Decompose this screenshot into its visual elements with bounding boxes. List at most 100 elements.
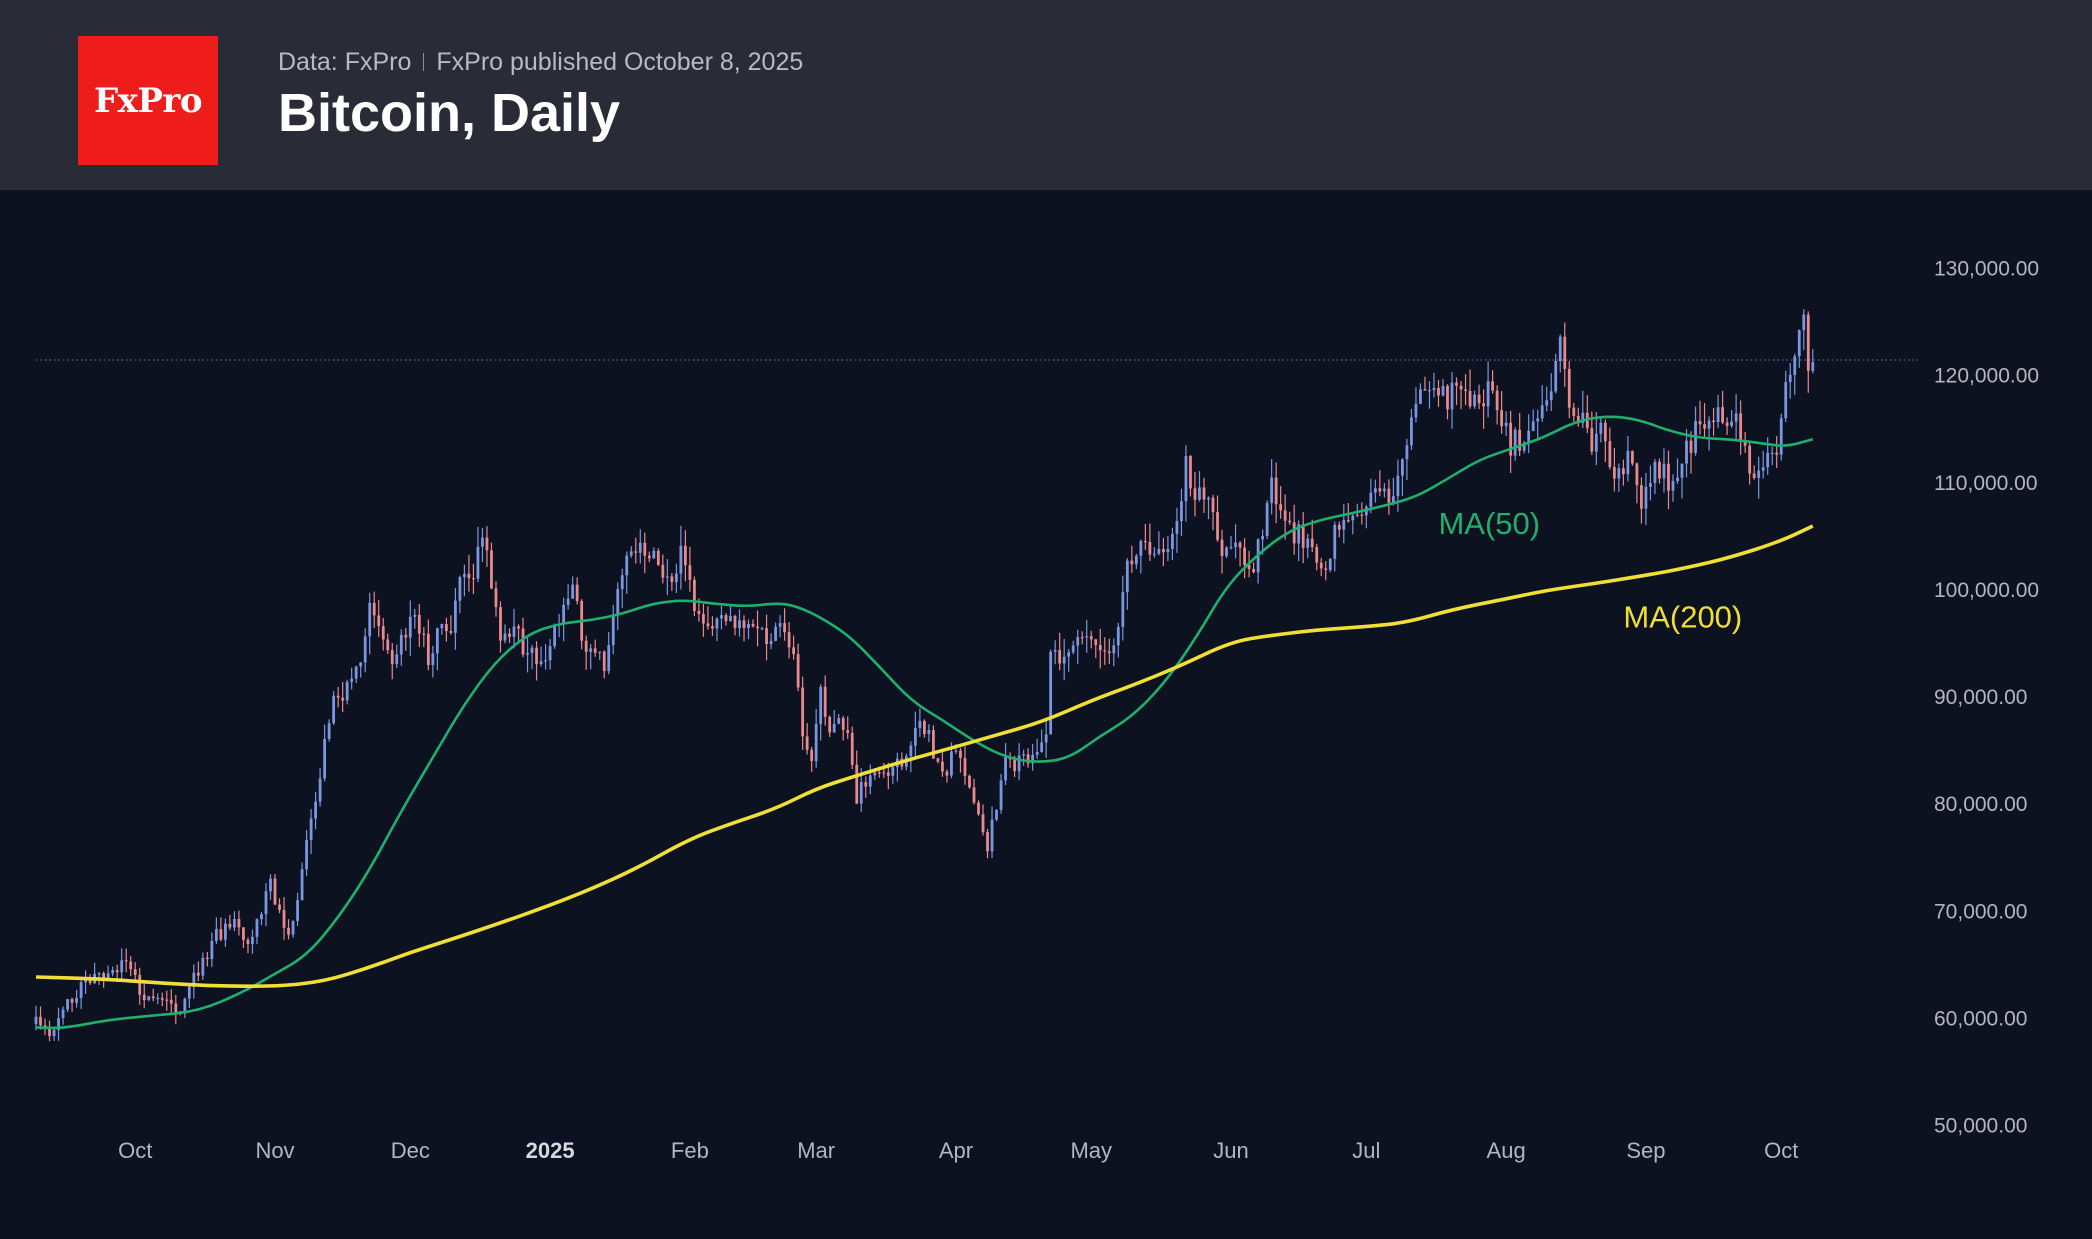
candle bbox=[1026, 748, 1030, 768]
candle bbox=[1044, 720, 1048, 758]
candle-body bbox=[39, 1016, 42, 1026]
moving-averages-layer bbox=[35, 415, 1814, 1030]
ma50-line bbox=[35, 415, 1814, 1030]
candle-body bbox=[1310, 538, 1314, 548]
candle-body bbox=[1306, 538, 1310, 548]
candle-body bbox=[233, 919, 236, 928]
candle-body bbox=[1333, 524, 1337, 559]
candle-body bbox=[702, 613, 705, 624]
candle-body bbox=[1698, 421, 1702, 425]
candle bbox=[1094, 638, 1098, 659]
candle bbox=[999, 773, 1003, 814]
candle-body bbox=[1152, 553, 1156, 555]
candle-body bbox=[472, 578, 475, 580]
x-tick-label: 2025 bbox=[526, 1138, 575, 1163]
candle bbox=[323, 724, 327, 782]
candle-body bbox=[463, 573, 466, 578]
candle-body bbox=[1594, 433, 1598, 452]
candle-body bbox=[309, 818, 313, 841]
candle-body bbox=[1067, 652, 1071, 657]
candle-body bbox=[1207, 497, 1210, 500]
candle bbox=[372, 591, 376, 628]
candle bbox=[390, 642, 394, 680]
x-tick-label: Sep bbox=[1626, 1138, 1665, 1163]
candle bbox=[1752, 465, 1756, 480]
candle-body bbox=[196, 972, 200, 976]
candle-body bbox=[1279, 504, 1283, 511]
candle-body bbox=[305, 840, 308, 870]
y-tick-label: 80,000.00 bbox=[1934, 793, 2027, 816]
candle-body bbox=[417, 614, 421, 634]
candle bbox=[1806, 311, 1810, 393]
candle-body bbox=[1189, 456, 1192, 489]
candle bbox=[850, 726, 854, 770]
candle bbox=[1811, 349, 1815, 374]
candle-body bbox=[359, 662, 363, 667]
candle-body bbox=[156, 997, 160, 1000]
candle bbox=[1089, 630, 1093, 649]
candle bbox=[363, 628, 367, 673]
candle bbox=[602, 650, 606, 679]
candle-body bbox=[48, 1026, 51, 1037]
candle bbox=[282, 897, 286, 940]
candle-body bbox=[1053, 650, 1057, 652]
candle bbox=[1337, 521, 1341, 538]
data-source: Data: FxPro bbox=[278, 48, 412, 76]
candle-body bbox=[774, 626, 777, 641]
candle-body bbox=[729, 615, 732, 622]
candle-body bbox=[1103, 650, 1107, 652]
candle-body bbox=[264, 891, 268, 915]
candle bbox=[260, 911, 263, 926]
candle-body bbox=[1121, 592, 1125, 627]
candle-body bbox=[79, 982, 83, 998]
candle bbox=[1220, 529, 1224, 574]
fxpro-logo: FxPro bbox=[78, 36, 218, 165]
candle bbox=[1671, 474, 1675, 502]
candle bbox=[129, 956, 133, 977]
candle bbox=[1631, 450, 1634, 466]
candle-body bbox=[855, 764, 859, 804]
candle-body bbox=[97, 973, 101, 975]
candle-body bbox=[1202, 487, 1206, 500]
candle bbox=[778, 615, 782, 638]
candle bbox=[1171, 527, 1174, 561]
candle-body bbox=[354, 666, 358, 679]
candle bbox=[1576, 407, 1580, 427]
candle bbox=[1549, 373, 1553, 412]
y-axis: 130,000.00 120,000.00 110,000.00 100,000.00… bbox=[1934, 258, 2039, 1138]
candle bbox=[1540, 385, 1544, 422]
candle-body bbox=[1035, 751, 1039, 755]
source-line: Data: FxPro FxPro published October 8, 20… bbox=[278, 48, 803, 77]
candle bbox=[1748, 442, 1752, 485]
price-chart: MA(50) MA(200) 130,000.00 120,000.00 110,00… bbox=[34, 258, 2039, 1163]
candle bbox=[151, 988, 155, 1002]
candle-body bbox=[950, 751, 953, 776]
candle bbox=[255, 918, 259, 945]
candle bbox=[359, 662, 363, 678]
candle bbox=[1396, 459, 1400, 512]
candle bbox=[765, 614, 768, 661]
candle-body bbox=[972, 787, 976, 803]
candle-body bbox=[1198, 487, 1201, 500]
candle-body bbox=[1243, 547, 1246, 565]
candle-body bbox=[165, 999, 169, 1001]
candle bbox=[1333, 521, 1337, 572]
candle bbox=[828, 715, 832, 738]
candle bbox=[1107, 638, 1111, 664]
candle-body bbox=[214, 929, 218, 942]
candle-body bbox=[111, 970, 115, 974]
candle-body bbox=[995, 809, 998, 820]
candle-body bbox=[1486, 381, 1490, 407]
candle bbox=[787, 621, 791, 659]
candle-body bbox=[1062, 656, 1066, 664]
candle bbox=[733, 614, 737, 636]
candle bbox=[449, 615, 453, 635]
candle bbox=[1031, 743, 1035, 771]
candle bbox=[679, 525, 683, 590]
candle bbox=[868, 764, 872, 795]
candle bbox=[941, 748, 944, 777]
candle-body bbox=[963, 757, 967, 776]
candle-body bbox=[503, 633, 507, 641]
candle-body bbox=[426, 633, 430, 666]
candle-body bbox=[1491, 381, 1495, 391]
